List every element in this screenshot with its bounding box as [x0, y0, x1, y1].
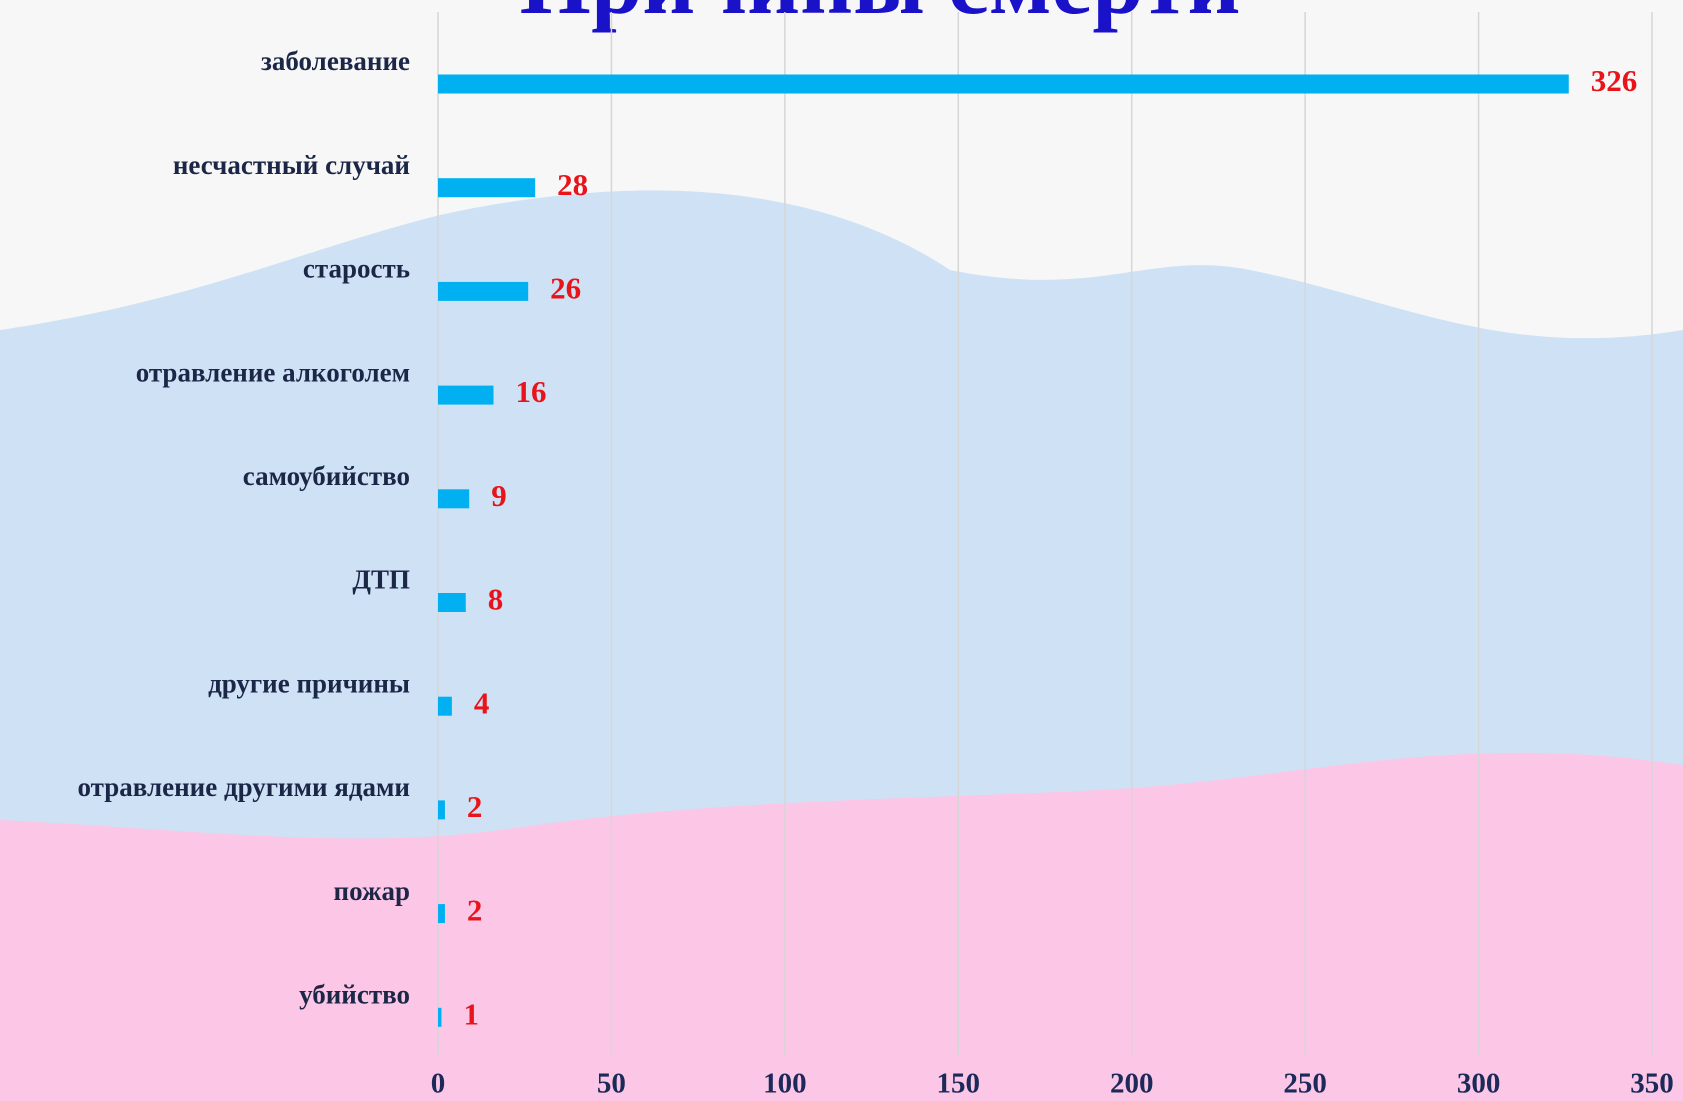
bar [438, 386, 493, 405]
value-label: 2 [467, 789, 483, 824]
x-tick-label: 250 [1283, 1068, 1327, 1100]
y-tick-label: несчастный случай [173, 150, 410, 180]
bar [438, 178, 535, 197]
value-label: 2 [467, 893, 483, 928]
y-tick-label: убийство [299, 980, 410, 1010]
bar [438, 489, 469, 508]
x-tick-label: 100 [763, 1068, 807, 1100]
bar [438, 1008, 441, 1027]
x-tick-label: 350 [1630, 1068, 1674, 1100]
bar [438, 75, 1569, 94]
page: Причины смерти 050100150200250300350забо… [0, 0, 1683, 1101]
value-label: 8 [488, 582, 504, 617]
x-tick-label: 200 [1110, 1068, 1154, 1100]
bar [438, 904, 445, 923]
y-tick-label: отравление алкоголем [136, 357, 410, 387]
value-label: 26 [550, 271, 581, 306]
bar [438, 282, 528, 301]
y-tick-label: другие причины [208, 668, 410, 698]
x-tick-label: 300 [1457, 1068, 1501, 1100]
x-tick-label: 0 [431, 1068, 446, 1100]
value-label: 1 [463, 996, 479, 1031]
value-label: 4 [474, 685, 490, 720]
bar [438, 697, 452, 716]
chart: Причины смерти 050100150200250300350забо… [0, 0, 1683, 1101]
bar [438, 800, 445, 819]
x-tick-label: 50 [597, 1068, 626, 1100]
x-tick-label: 150 [937, 1068, 981, 1100]
value-label: 16 [515, 374, 546, 409]
value-label: 9 [491, 478, 507, 513]
y-tick-label: самоубийство [243, 461, 410, 491]
y-tick-label: пожар [334, 876, 410, 906]
y-tick-label: заболевание [261, 46, 410, 76]
y-tick-label: отравление другими ядами [77, 772, 410, 802]
value-label: 28 [557, 167, 588, 202]
value-label: 326 [1591, 63, 1638, 98]
y-tick-label: ДТП [352, 565, 410, 595]
bar [438, 593, 466, 612]
y-tick-label: старость [303, 254, 410, 284]
